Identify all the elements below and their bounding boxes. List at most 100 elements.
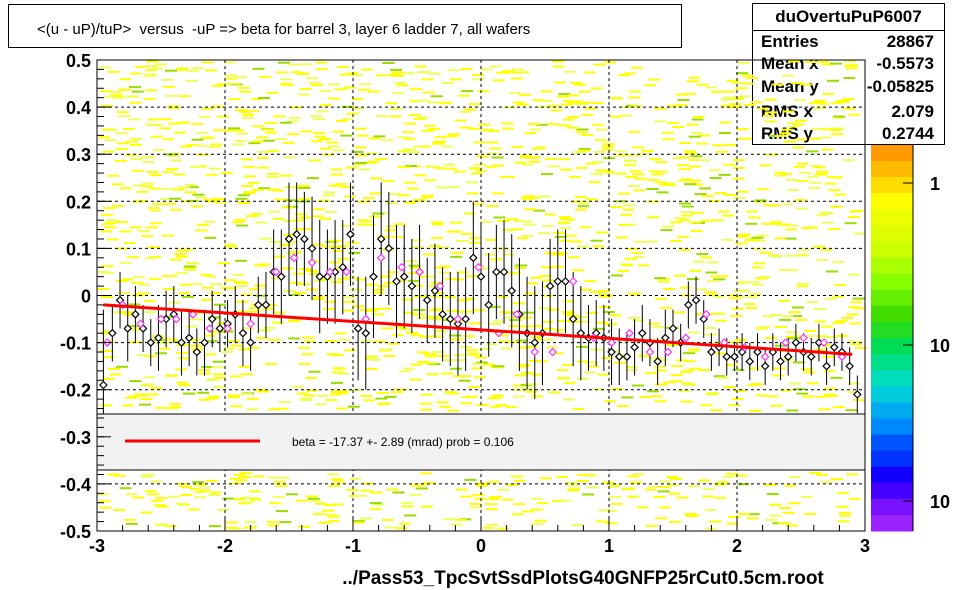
- hist-cell: [332, 130, 345, 133]
- hist-cell: [732, 177, 745, 180]
- hist-cell: [248, 307, 261, 309]
- hist-cell: [551, 500, 564, 503]
- hist-cell: [426, 373, 439, 376]
- hist-cell: [246, 497, 259, 500]
- hist-cell: [408, 113, 421, 116]
- hist-cell: [313, 208, 326, 211]
- hist-cell: [702, 495, 715, 498]
- hist-cell: [151, 499, 163, 502]
- hist-cell: [786, 409, 799, 412]
- hist-cell: [334, 88, 347, 91]
- colorbar-band: [871, 193, 913, 210]
- hist-cell: [125, 154, 138, 157]
- hist-cell: [245, 215, 258, 218]
- data-point: [653, 357, 662, 366]
- hist-cell: [372, 212, 385, 215]
- hist-cell: [804, 329, 817, 332]
- hist-cell: [202, 136, 215, 139]
- data-point: [422, 295, 432, 305]
- hist-cell: [764, 98, 777, 101]
- hist-cell: [287, 133, 300, 136]
- hist-cell: [459, 126, 472, 129]
- hist-cell: [359, 83, 372, 86]
- hist-cell: [460, 346, 473, 349]
- hist-cell: [140, 185, 153, 188]
- hist-cell: [529, 128, 542, 131]
- hist-cell: [556, 369, 569, 371]
- hist-cell: [390, 72, 403, 75]
- hist-cell: [347, 405, 360, 408]
- hist-cell: [409, 484, 422, 487]
- hist-cell: [143, 97, 156, 100]
- hist-cell: [774, 237, 787, 240]
- y-tick-label: -0.5: [60, 522, 91, 542]
- hist-cell: [279, 244, 292, 247]
- hist-cell: [305, 376, 318, 379]
- hist-cell: [724, 194, 737, 196]
- stats-row-mean-x: Mean x -0.5573: [761, 54, 934, 73]
- hist-cell: [237, 86, 250, 89]
- hist-cell: [167, 154, 180, 157]
- hist-cell: [755, 327, 768, 330]
- hist-cell: [511, 146, 524, 148]
- hist-cell: [412, 199, 425, 202]
- hist-cell: [674, 217, 687, 220]
- hist-cell: [404, 122, 417, 125]
- hist-cell: [387, 271, 400, 274]
- hist-cell: [166, 407, 178, 410]
- hist-cell: [822, 93, 835, 95]
- data-point-magenta: [172, 314, 181, 324]
- data-point-magenta: [325, 267, 335, 277]
- colorbar-band: [871, 161, 913, 178]
- hist-cell: [296, 392, 309, 395]
- hist-cell: [710, 409, 723, 412]
- hist-cell: [677, 179, 690, 182]
- hist-cell: [560, 168, 573, 171]
- hist-cell: [794, 138, 807, 141]
- hist-cell: [476, 404, 489, 406]
- hist-cell: [680, 211, 693, 213]
- hist-cell: [526, 282, 539, 285]
- hist-cell: [341, 309, 354, 312]
- hist-cell: [627, 475, 640, 478]
- hist-cell: [343, 300, 356, 303]
- hist-cell: [726, 522, 739, 525]
- hist-cell: [520, 220, 533, 223]
- hist-cell: [846, 391, 859, 394]
- hist-cell: [502, 253, 515, 256]
- hist-cell: [423, 253, 436, 256]
- hist-cell: [437, 246, 450, 249]
- hist-cell: [126, 140, 139, 143]
- hist-cell: [481, 129, 494, 132]
- hist-cell: [329, 393, 342, 396]
- hist-cell: [163, 288, 176, 291]
- hist-cell: [434, 330, 447, 333]
- hist-cell: [809, 472, 822, 474]
- hist-cell: [480, 68, 493, 71]
- hist-cell: [557, 95, 570, 98]
- hist-cell: [523, 223, 536, 226]
- hist-cell: [337, 277, 350, 280]
- hist-cell: [544, 157, 557, 160]
- hist-cell: [845, 67, 858, 70]
- data-point: [607, 347, 616, 357]
- hist-cell: [212, 105, 225, 108]
- hist-cell: [633, 240, 646, 243]
- hist-cell: [793, 165, 806, 168]
- hist-cell: [695, 288, 708, 291]
- hist-cell: [519, 156, 532, 159]
- hist-cell: [832, 127, 845, 130]
- hist-cell: [714, 496, 727, 499]
- hist-cell: [636, 506, 649, 509]
- hist-cell: [346, 489, 359, 491]
- hist-cell: [445, 278, 457, 281]
- hist-cell: [747, 384, 760, 387]
- hist-cell: [628, 96, 641, 99]
- hist-cell: [164, 525, 177, 528]
- hist-cell: [770, 221, 783, 224]
- hist-cell: [616, 405, 629, 407]
- hist-cell: [684, 383, 697, 386]
- hist-cell: [438, 271, 451, 274]
- hist-cell: [675, 104, 688, 107]
- hist-cell: [383, 281, 396, 284]
